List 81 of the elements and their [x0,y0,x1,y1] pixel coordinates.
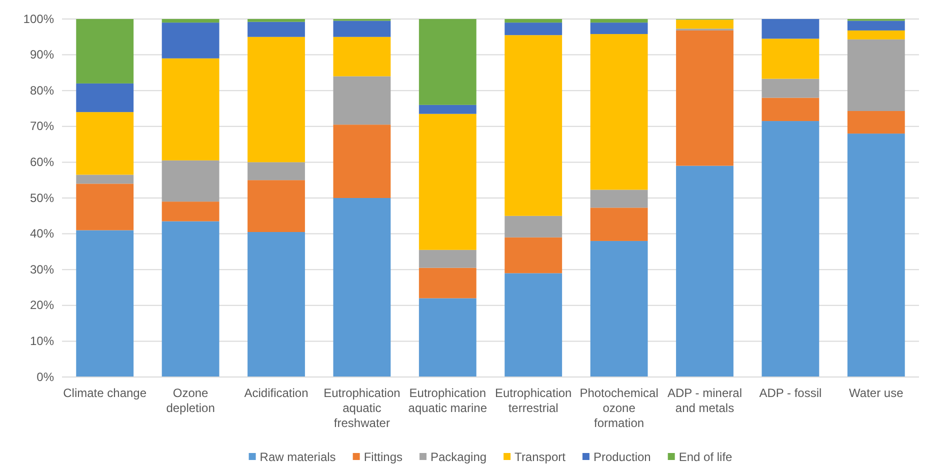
bar [333,20,391,37]
y-tick-label: 60% [30,155,54,170]
legend-label: Transport [514,450,566,464]
bar [676,20,734,29]
bar [590,19,648,23]
bar [504,273,562,377]
bar [504,19,562,23]
bar [333,76,391,125]
x-tick-label: Acidification [244,386,308,400]
x-tick-label: Photochemical ozone formation [580,386,658,430]
x-tick-label: Eutrophication terrestrial [494,386,572,415]
bar [76,83,134,112]
x-tick-label: Climate change [63,386,147,400]
legend-label: Production [593,450,651,464]
bar [76,112,134,175]
x-tick-label: ADP - fossil [759,386,822,400]
y-tick-label: 40% [30,226,54,241]
bar [590,208,648,241]
bar [248,19,305,22]
bar [162,58,220,160]
bar [418,19,476,105]
x-tick-label: Eutrophication aquatic marine [408,386,488,415]
bar [333,124,391,198]
bar [162,160,220,202]
x-tick-label: Water use [849,386,904,400]
bar [248,36,305,162]
bar [76,230,134,377]
bar [762,121,820,377]
bar [248,162,305,180]
bar [76,19,134,84]
bar [847,30,905,40]
bar [248,180,305,232]
bar [847,39,905,112]
bar [762,38,820,79]
bar [162,19,220,23]
x-tick-label: ADP - mineral and metals [668,386,742,415]
bar [504,22,562,36]
y-tick-label: 70% [30,119,54,134]
bar [590,22,648,34]
y-tick-label: 100% [23,12,54,26]
y-tick-label: 0% [36,370,54,384]
bar [847,20,905,30]
bar [162,22,220,58]
bar [762,98,820,122]
bar [418,250,476,268]
bar [676,30,734,166]
y-tick-label: 30% [30,262,54,276]
bar [762,78,820,98]
bar [847,134,905,377]
bar [762,19,820,39]
bar [162,221,220,377]
bar [418,268,476,298]
bar [418,104,476,114]
bar [333,198,391,377]
y-tick-label: 20% [30,298,54,312]
bar [418,114,476,250]
bar [847,111,905,134]
bar [504,216,562,238]
bar [504,237,562,274]
legend-label: End of life [678,450,733,464]
y-tick-label: 10% [30,334,54,348]
bar [248,232,305,377]
y-tick-label: 90% [30,48,54,62]
legend-label: Packaging [430,450,487,464]
bar [676,166,734,377]
bar [590,34,648,190]
bar [248,22,305,37]
legend-label: Raw materials [260,450,336,464]
bar [504,35,562,216]
bar [590,240,648,377]
bar [76,174,134,184]
bar [590,190,648,208]
x-tick-label: Ozone depletion [166,386,215,415]
legend-label: Fittings [364,450,403,464]
bar [76,184,134,230]
bar [162,202,220,222]
bar [418,298,476,377]
y-tick-label: 50% [30,190,54,205]
y-tick-label: 80% [30,83,54,98]
bar [333,36,391,76]
x-tick-label: Eutrophication aquatic freshwater [324,386,400,430]
